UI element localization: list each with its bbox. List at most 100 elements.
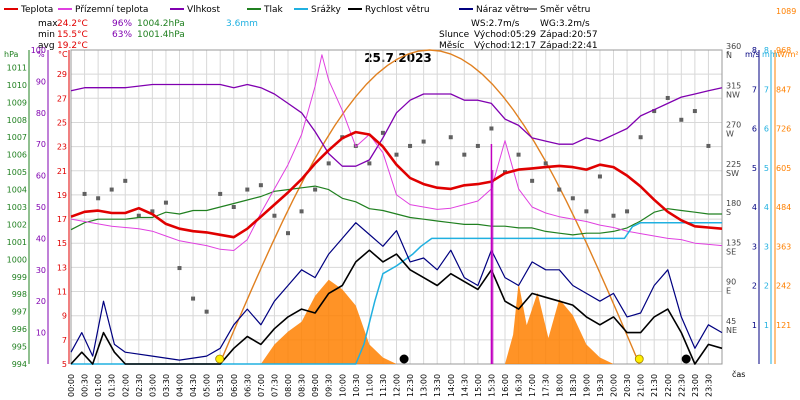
tick-rain: 2: [764, 282, 769, 291]
tick-humidity: 40: [36, 234, 46, 243]
tick-pressure: 999: [12, 273, 27, 282]
tick-temperature: 5: [62, 360, 67, 369]
tick-wind: 4: [752, 203, 757, 212]
tick-wind: 1: [752, 321, 757, 330]
series-solar-area: [260, 279, 614, 364]
moonrise-info: Východ:12:17: [474, 41, 536, 51]
legend: Teplota Přízemní teplota Vlhkost Tlak Srážky…: [4, 5, 590, 15]
tick-time: 16:30: [515, 374, 524, 397]
wind-direction-point: [408, 143, 413, 148]
axes: 9949959969979989991000100110021003100410…: [7, 7, 797, 397]
tick-pressure: 1006: [7, 151, 27, 160]
tick-rain: 4: [764, 203, 769, 212]
tick-temperature: 25: [57, 118, 67, 127]
tick-time: 20:00: [610, 374, 619, 397]
data-series: [70, 49, 723, 365]
wind-direction-point: [204, 309, 209, 314]
tick-pressure: 1010: [7, 81, 27, 90]
series-tlak: [70, 185, 722, 236]
tick-rain: 6: [764, 125, 769, 134]
wind-direction-point: [462, 152, 467, 157]
tick-direction-name: NW: [726, 90, 740, 99]
tick-time: 11:00: [365, 374, 374, 397]
wind-direction-point: [96, 196, 101, 201]
tick-humidity: 70: [36, 140, 46, 149]
wind-direction-point: [191, 296, 196, 301]
tick-time: 23:00: [691, 374, 700, 397]
moonset-info: Západ:22:41: [540, 41, 598, 51]
tick-time: 07:30: [270, 374, 279, 397]
tick-time: 04:00: [176, 374, 185, 397]
tick-time: 16:00: [501, 374, 510, 397]
info-block: WS:2.7m/s WG:3.2m/s Slunce Východ:05:29 …: [439, 19, 598, 51]
tick-time: 00:30: [81, 374, 90, 397]
tick-time: 19:00: [582, 374, 591, 397]
tick-time: 13:00: [420, 374, 429, 397]
series-srazky: [71, 221, 722, 365]
tick-time: 14:30: [460, 374, 469, 397]
tick-time: 06:30: [243, 374, 252, 397]
tick-time: 22:30: [677, 374, 686, 397]
tick-time: 03:30: [162, 374, 171, 397]
legend-label: Přízemní teplota: [75, 5, 148, 15]
grid: [70, 49, 723, 365]
tick-direction-name: S: [726, 208, 731, 217]
tick-direction-name: NE: [726, 326, 737, 335]
tick-time: 02:30: [135, 374, 144, 397]
tick-humidity: 80: [36, 109, 46, 118]
series-rychlost-vetru: [70, 249, 723, 365]
wind-direction-point: [665, 95, 670, 100]
wind-direction-point: [245, 187, 250, 192]
moonrise-icon: [399, 354, 409, 364]
tick-time: 05:30: [216, 374, 225, 397]
tick-humidity: 60: [36, 172, 46, 181]
wind-direction-point: [448, 135, 453, 140]
wind-direction-point: [286, 231, 290, 236]
wind-direction-point: [489, 126, 494, 131]
tick-direction-name: N: [726, 51, 732, 60]
legend-label: Srážky: [311, 5, 342, 15]
stat-max-press: 1004.2hPa: [137, 19, 185, 29]
legend-label: Vlhkost: [187, 5, 220, 15]
series-prizemni-teplota: [70, 54, 723, 251]
tick-time: 17:30: [542, 374, 551, 397]
wind-direction-point: [367, 161, 372, 166]
unit-wm2: W/m²: [777, 50, 799, 59]
tick-time: 06:00: [230, 374, 239, 397]
unit-deg: °: [726, 50, 730, 59]
stat-min-hum: 63%: [112, 30, 132, 40]
wind-direction-point: [530, 178, 535, 183]
tick-humidity: 90: [36, 77, 46, 86]
unit-hpa: hPa: [4, 50, 19, 59]
tick-solar: 242: [776, 282, 791, 291]
wind-direction-point: [679, 117, 684, 122]
sunset-icon: [634, 354, 644, 364]
stat-max-temp: 24.2°C: [57, 19, 88, 29]
tick-pressure: 995: [12, 343, 27, 352]
wind-direction-point: [380, 130, 385, 135]
tick-temperature: 9: [62, 312, 67, 321]
tick-pressure: 1001: [7, 238, 27, 247]
tick-time: 12:00: [393, 374, 402, 397]
sun-arc-line: [218, 49, 640, 365]
legend-label: Směr větru: [540, 5, 590, 15]
tick-wind: 6: [752, 125, 757, 134]
tick-pressure: 1011: [7, 63, 27, 72]
tick-time: 09:00: [311, 374, 320, 397]
wind-direction-point: [597, 174, 602, 179]
stat-avg-temp: 19.2°C: [57, 41, 88, 51]
tick-direction: 225: [726, 160, 741, 169]
tick-direction: 45: [726, 317, 736, 326]
tick-time: 21:30: [650, 374, 659, 397]
unit-degc: °C: [58, 50, 68, 59]
tick-pressure: 1008: [7, 116, 27, 125]
series-naraz-vetru: [70, 222, 723, 361]
tick-temperature: 23: [57, 143, 67, 152]
tick-pressure: 1005: [7, 168, 27, 177]
tick-humidity: 30: [36, 266, 46, 275]
tick-time: 14:00: [447, 374, 456, 397]
wind-direction-point: [231, 205, 236, 209]
tick-direction-name: E: [726, 287, 731, 296]
tick-direction-name: SW: [726, 169, 739, 178]
